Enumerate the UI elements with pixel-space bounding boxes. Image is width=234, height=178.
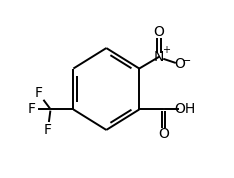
Text: +: +	[162, 45, 170, 55]
Text: O: O	[158, 127, 169, 141]
Text: F: F	[44, 123, 51, 137]
Text: F: F	[35, 86, 43, 100]
Text: N: N	[154, 50, 164, 64]
Text: O: O	[174, 57, 185, 71]
Text: OH: OH	[174, 103, 195, 116]
Text: −: −	[182, 56, 191, 66]
Text: O: O	[154, 25, 164, 39]
Text: F: F	[28, 103, 36, 116]
